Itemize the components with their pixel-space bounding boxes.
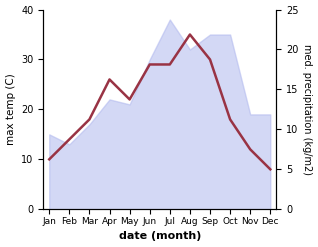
X-axis label: date (month): date (month) — [119, 231, 201, 242]
Y-axis label: max temp (C): max temp (C) — [5, 74, 16, 145]
Y-axis label: med. precipitation (kg/m2): med. precipitation (kg/m2) — [302, 44, 313, 175]
